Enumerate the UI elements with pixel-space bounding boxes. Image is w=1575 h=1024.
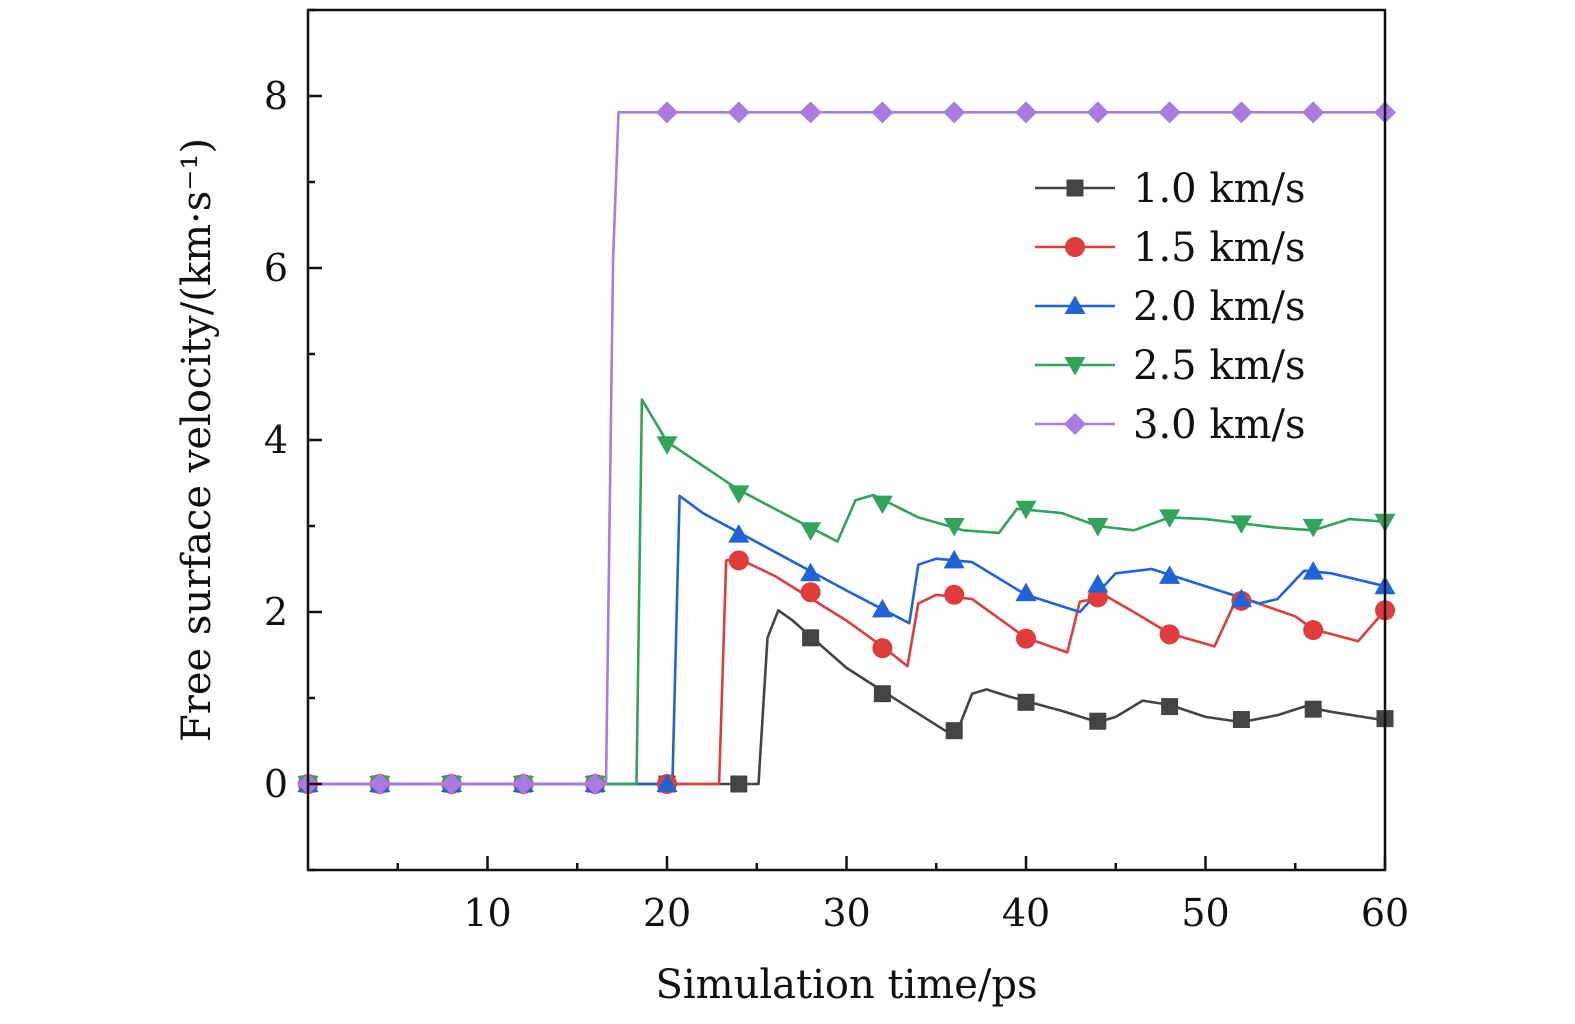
data-point-2-5-km-s <box>656 436 678 455</box>
data-point-2-5-km-s <box>728 485 750 504</box>
data-point-1-5-km-s <box>1303 620 1324 641</box>
x-tick-label: 40 <box>1002 891 1050 935</box>
data-point-1-5-km-s <box>728 550 749 571</box>
data-point-1-5-km-s <box>944 584 965 605</box>
legend-marker-3-0-km-s <box>1064 413 1086 435</box>
data-point-1-0-km-s <box>1161 698 1179 716</box>
data-point-2-0-km-s <box>1230 588 1252 608</box>
data-point-2-5-km-s <box>943 518 965 537</box>
x-tick-label: 50 <box>1181 891 1229 935</box>
data-point-2-5-km-s <box>1230 515 1252 534</box>
y-tick-label: 4 <box>264 418 288 462</box>
series-markers-2-0-km-s <box>297 524 1396 792</box>
data-point-2-0-km-s <box>1302 561 1324 580</box>
data-point-1-5-km-s <box>1159 624 1180 645</box>
legend-marker-1-0-km-s <box>1066 179 1084 197</box>
series-line-1-0-km-s <box>308 609 1386 786</box>
y-tick-label: 0 <box>264 762 288 806</box>
y-tick-label: 8 <box>264 74 288 118</box>
data-point-3-0-km-s <box>727 101 750 124</box>
data-point-1-0-km-s <box>730 775 748 793</box>
data-point-1-5-km-s <box>872 638 893 659</box>
legend-marker-1-5-km-s <box>1065 237 1085 257</box>
data-point-2-0-km-s <box>800 562 822 582</box>
data-point-1-5-km-s <box>1016 628 1036 649</box>
y-axis-title: Free surface velocity/(km·s⁻¹) <box>174 138 220 742</box>
series-markers-2-5-km-s <box>297 436 1396 795</box>
data-point-3-0-km-s <box>943 101 966 124</box>
legend-label-3-0-km-s: 3.0 km/s <box>1133 402 1306 448</box>
data-point-2-5-km-s <box>1087 518 1109 537</box>
data-point-2-0-km-s <box>728 524 750 543</box>
data-point-2-5-km-s <box>1159 509 1181 528</box>
series-markers-1-0-km-s <box>299 629 1394 793</box>
x-tick-label: 20 <box>643 891 691 935</box>
data-point-2-0-km-s <box>943 549 965 569</box>
data-point-2-0-km-s <box>656 773 678 792</box>
data-point-2-0-km-s <box>1087 573 1109 593</box>
legend-label-2-5-km-s: 2.5 km/s <box>1133 343 1306 389</box>
data-point-3-0-km-s <box>584 773 607 795</box>
data-point-2-5-km-s <box>800 522 822 541</box>
x-tick-label: 30 <box>822 891 870 935</box>
data-point-2-0-km-s <box>1159 565 1181 584</box>
data-point-2-5-km-s <box>1015 500 1037 520</box>
series-line-2-0-km-s <box>308 494 1386 786</box>
x-axis-title: Simulation time/ps <box>655 962 1037 1008</box>
y-tick-label: 6 <box>264 246 288 290</box>
data-point-3-0-km-s <box>656 101 678 124</box>
data-point-3-0-km-s <box>1086 101 1109 124</box>
data-point-1-0-km-s <box>873 685 891 703</box>
series-markers-1-5-km-s <box>298 550 1395 794</box>
legend-label-1-5-km-s: 1.5 km/s <box>1133 225 1306 271</box>
legend-marker-2-0-km-s <box>1064 295 1086 314</box>
data-point-3-0-km-s <box>440 773 463 795</box>
axis-ticks: 10 20 30 40 50 60 0 2 4 6 8 <box>264 8 1409 935</box>
x-tick-label: 60 <box>1361 891 1409 935</box>
data-point-3-0-km-s <box>368 773 391 795</box>
legend: 1.0 km/s 1.5 km/s 2.0 km/s 2.5 km/s 3.0 km/s <box>1035 166 1306 448</box>
data-point-1-0-km-s <box>1232 711 1250 728</box>
legend-label-1-0-km-s: 1.0 km/s <box>1133 166 1306 212</box>
data-point-2-5-km-s <box>1302 518 1324 538</box>
data-point-1-0-km-s <box>802 629 820 647</box>
x-tick-label: 10 <box>463 891 511 935</box>
data-point-1-5-km-s <box>800 582 821 603</box>
data-point-3-0-km-s <box>799 101 822 124</box>
data-point-1-0-km-s <box>1017 693 1035 711</box>
data-point-3-0-km-s <box>1230 101 1253 124</box>
data-point-1-0-km-s <box>945 722 963 740</box>
data-point-2-0-km-s <box>871 598 893 618</box>
series-lines <box>308 111 1386 786</box>
data-point-3-0-km-s <box>1015 101 1037 124</box>
data-point-1-0-km-s <box>1089 712 1107 730</box>
data-point-3-0-km-s <box>1302 101 1325 124</box>
legend-label-2-0-km-s: 2.0 km/s <box>1133 284 1306 330</box>
data-point-3-0-km-s <box>871 101 894 124</box>
data-point-2-0-km-s <box>1015 582 1037 602</box>
data-point-1-0-km-s <box>1304 700 1322 718</box>
data-point-3-0-km-s <box>512 773 535 795</box>
series-line-3-0-km-s <box>308 111 1385 786</box>
data-point-2-5-km-s <box>871 495 893 515</box>
data-point-3-0-km-s <box>1158 101 1181 124</box>
y-tick-label: 2 <box>264 590 288 634</box>
series-markers <box>297 101 1396 795</box>
legend-marker-2-5-km-s <box>1064 357 1086 376</box>
